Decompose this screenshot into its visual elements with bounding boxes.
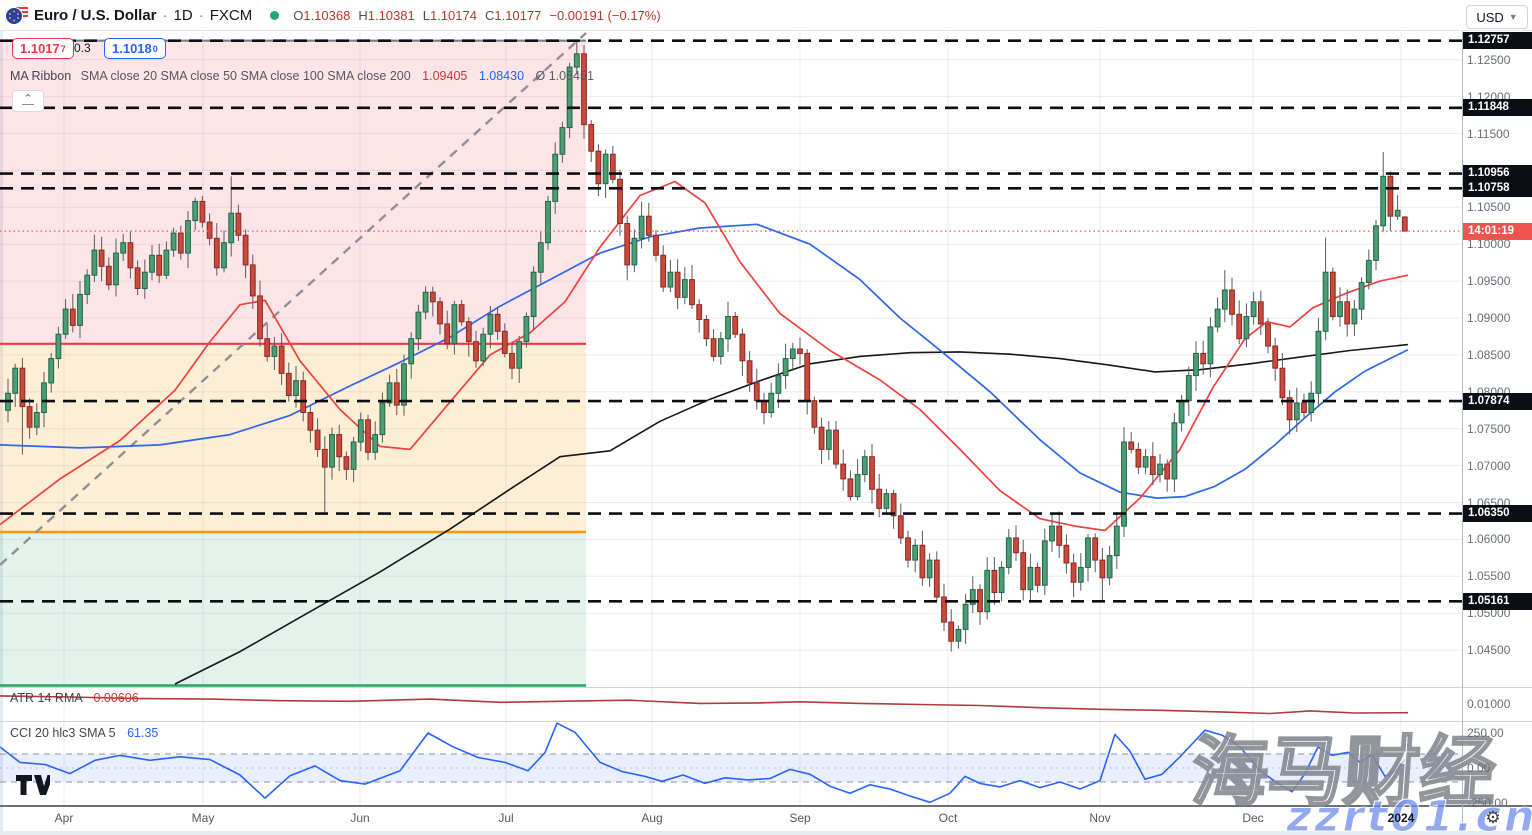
buy-price: 1.1018 (112, 41, 152, 56)
ma-ribbon-title: MA Ribbon (10, 69, 72, 83)
atr-value: 0.00606 (93, 691, 139, 705)
time-axis-label: Nov (1089, 811, 1111, 825)
ohlc-readout: O1.10368 H1.10381 L1.10174 C1.10177 (293, 8, 541, 23)
buy-button[interactable]: 1.1018 0 (104, 38, 166, 59)
time-axis-label: Jun (350, 811, 370, 825)
cci-scale-label: 250.00 (1467, 726, 1504, 740)
collapse-legend-button[interactable]: ⌃ (12, 90, 44, 112)
atr-scale-label: 0.01000 (1467, 697, 1511, 711)
candles (5, 40, 1408, 652)
price-tick-label: 1.10500 (1467, 200, 1511, 215)
level-price-badge: 1.10758 (1463, 179, 1532, 197)
change-readout: −0.00191 (−0.17%) (549, 7, 661, 23)
price-tick-label: 1.09000 (1467, 311, 1511, 325)
tradingview-logo[interactable] (14, 772, 50, 798)
price-tick-label: 1.04500 (1467, 643, 1511, 658)
level-price-badge: 1.06350 (1463, 505, 1532, 523)
time-axis-label: Aug (641, 811, 663, 825)
price-tick-label: 1.11500 (1467, 126, 1510, 141)
time-axis-label: May (191, 811, 215, 825)
title-separator2: · (198, 6, 204, 24)
spread-value: 0.3 (74, 41, 91, 55)
cci-scale-label: 0.00 (1467, 761, 1491, 775)
title-separator: · (162, 6, 168, 24)
time-axis-label: Jul (498, 811, 514, 825)
exchange-label[interactable]: FXCM (209, 6, 253, 24)
svg-text:zzrt01.cn: zzrt01.cn (1285, 792, 1532, 835)
chevron-up-icon: ⌃ (23, 93, 33, 105)
ohlc-item: L1.10174 (422, 7, 477, 23)
currency-selector-button[interactable]: USD ▼ (1466, 5, 1528, 29)
buy-price-sup: 0 (152, 43, 158, 54)
time-axis-label: Sep (789, 811, 811, 825)
cci-scale-label: -250.00 (1467, 796, 1508, 810)
price-tick-label: 1.10000 (1467, 237, 1511, 252)
price-tick-label: 1.09500 (1467, 274, 1511, 289)
price-tick-label: 1.12500 (1467, 52, 1511, 67)
price-tick-label: 1.07000 (1467, 458, 1511, 473)
price-tick-label: 1.08500 (1467, 347, 1511, 362)
symbol-title[interactable]: Euro / U.S. Dollar (34, 6, 157, 24)
interval-label[interactable]: 1D (173, 6, 193, 24)
bar-countdown-badge: 14:01:19 (1463, 222, 1532, 240)
level-price-badge: 1.10956 (1463, 165, 1532, 183)
atr-legend[interactable]: ATR 14 RMA 0.00606 (10, 691, 139, 705)
time-axis-label: 2024 (1387, 811, 1415, 825)
ohlc-item: O1.10368 (293, 7, 351, 23)
price-tick-label: 1.07500 (1467, 421, 1511, 436)
svg-text:海马财经: 海马财经 (1189, 727, 1499, 816)
price-tick-label: 1.06000 (1467, 532, 1511, 547)
atr-title: ATR 14 RMA (10, 691, 83, 705)
currency-label: USD (1476, 9, 1504, 25)
chevron-down-icon: ▼ (1508, 12, 1518, 22)
sell-price-sup: 7 (60, 43, 66, 54)
ohlc-item: C1.10177 (484, 7, 542, 23)
level-price-badge: 1.11848 (1463, 99, 1532, 117)
level-price-badge: 1.07874 (1463, 392, 1532, 410)
cci-value: 61.35 (127, 726, 159, 740)
ohlc-item: H1.10381 (358, 7, 415, 23)
axis-settings-gear-icon[interactable]: ⚙ (1485, 808, 1501, 827)
ma-ribbon-params: SMA close 20 SMA close 50 SMA close 100 … (80, 69, 411, 83)
sell-button[interactable]: 1.1017 7 (12, 38, 74, 59)
level-price-badge: 1.05161 (1463, 592, 1532, 610)
ma-ribbon-value-red: 1.09405 (422, 69, 468, 83)
time-axis-label: Apr (54, 811, 74, 825)
ma-ribbon-legend[interactable]: MA Ribbon SMA close 20 SMA close 50 SMA … (10, 69, 594, 83)
symbol-flag-icon (0, 5, 34, 25)
cci-title: CCI 20 hlc3 SMA 5 (10, 726, 116, 740)
ma-ribbon-value-blue: 1.08430 (478, 69, 525, 83)
time-axis-label: Dec (1242, 811, 1264, 825)
sell-price: 1.1017 (20, 41, 60, 56)
market-status-dot-icon (270, 10, 280, 20)
time-axis-label: Oct (938, 811, 958, 825)
price-tick-label: 1.05500 (1467, 569, 1511, 584)
ma-ribbon-average: Ø 1.08451 (535, 69, 594, 83)
cci-legend[interactable]: CCI 20 hlc3 SMA 5 61.35 (10, 726, 158, 740)
level-price-badge: 1.12757 (1463, 32, 1532, 50)
toolbar: Euro / U.S. Dollar · 1D · FXCM O1.10368 H… (0, 0, 1532, 31)
